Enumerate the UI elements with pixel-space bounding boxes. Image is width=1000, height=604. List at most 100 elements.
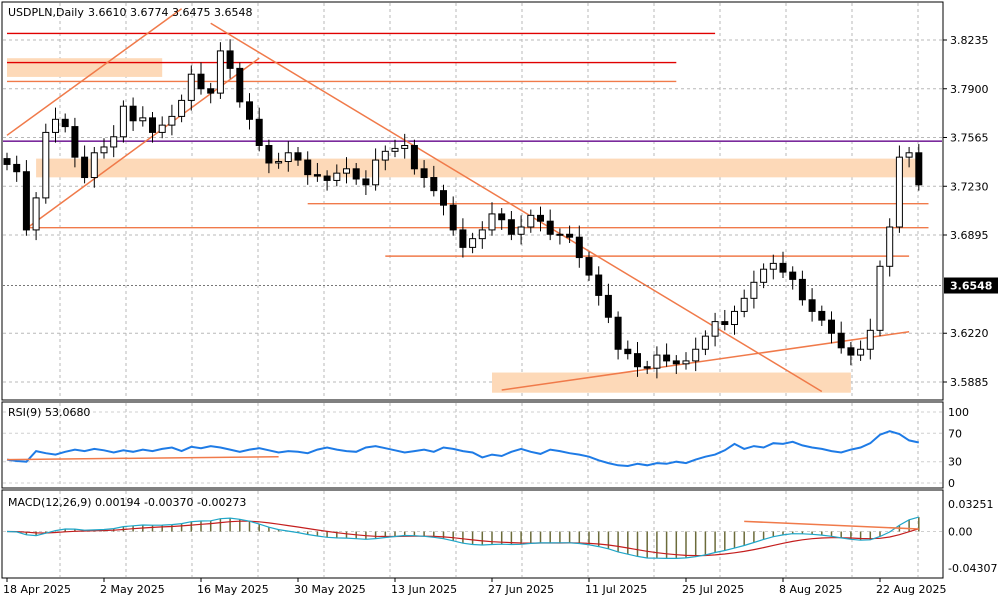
date-tick-label: 16 May 2025 xyxy=(197,583,269,596)
candle-down xyxy=(507,219,515,235)
candle-up xyxy=(711,321,719,337)
candle-up xyxy=(391,147,399,152)
candle-up xyxy=(187,73,195,101)
candle-up xyxy=(857,348,865,356)
price-zone xyxy=(7,58,163,77)
candle-down xyxy=(847,347,855,356)
candle-up xyxy=(178,99,186,117)
candle-up xyxy=(275,161,283,164)
candle-up xyxy=(52,118,59,133)
candle-up xyxy=(216,50,224,94)
candle-up xyxy=(119,105,127,138)
candle-up xyxy=(90,152,98,179)
candle-up xyxy=(100,146,108,154)
candle-up xyxy=(527,214,535,228)
price-zone xyxy=(36,158,919,178)
rsi-trendline xyxy=(6,455,279,461)
rsi-level-label: 70 xyxy=(948,427,962,440)
date-tick-label: 11 Jul 2025 xyxy=(585,583,647,596)
macd-trendline xyxy=(744,520,919,530)
candle-down xyxy=(410,145,418,170)
candle-down xyxy=(22,171,30,231)
date-tick-label: 30 May 2025 xyxy=(294,583,366,596)
candle-up xyxy=(284,152,292,163)
macd-level-label: 0.03251 xyxy=(948,498,994,511)
rsi-level-label: 30 xyxy=(948,456,962,469)
candle-up xyxy=(478,229,486,240)
symbol-label: USDPLN,Daily xyxy=(8,6,84,19)
candle-up xyxy=(517,226,525,235)
candle-down xyxy=(614,316,622,350)
candle-down xyxy=(197,73,205,90)
candle-down xyxy=(13,163,21,173)
candle-down xyxy=(575,236,583,259)
date-tick-label: 25 Jul 2025 xyxy=(682,583,744,596)
candle-up xyxy=(381,150,389,161)
candle-up xyxy=(750,281,758,299)
grid-lines xyxy=(3,3,942,577)
candle-up xyxy=(32,197,40,231)
candle-down xyxy=(808,299,816,312)
candle-down xyxy=(71,126,79,158)
candle-up xyxy=(692,348,700,362)
candle-down xyxy=(566,233,574,238)
rsi-series xyxy=(3,411,942,484)
candle-down xyxy=(779,262,787,273)
candle-down xyxy=(828,319,835,334)
candle-up xyxy=(731,310,738,326)
candle-down xyxy=(255,118,263,147)
date-tick-label: 18 Apr 2025 xyxy=(3,583,71,596)
candle-down xyxy=(149,117,156,133)
candle-down xyxy=(129,105,137,122)
candle-down xyxy=(226,50,234,69)
macd-level-label: 0.00 xyxy=(948,526,973,539)
candle-down xyxy=(546,220,554,235)
date-tick-label: 8 Aug 2025 xyxy=(779,583,842,596)
macd-level-label: -0.04307 xyxy=(948,562,997,575)
candle-up xyxy=(488,213,496,231)
trendlines xyxy=(3,8,942,393)
candle-up xyxy=(139,117,147,122)
candle-down xyxy=(721,321,729,326)
candle-down xyxy=(604,294,612,318)
candle-up xyxy=(895,156,903,228)
candle-down xyxy=(537,214,544,222)
candle-up xyxy=(343,168,350,174)
candle-down xyxy=(789,271,797,280)
price-tick-label: 3.5885 xyxy=(950,376,989,389)
ohlc-label: 3.6610 3.6774 3.6475 3.6548 xyxy=(88,6,252,19)
candle-down xyxy=(236,67,244,103)
candle-up xyxy=(876,265,884,331)
candle-up xyxy=(333,172,341,181)
candle-down xyxy=(265,145,273,164)
candle-down xyxy=(798,278,806,301)
candle-up xyxy=(168,115,176,126)
rsi-level-label: 100 xyxy=(948,406,969,419)
candle-down xyxy=(449,204,457,231)
current-price-label: 3.6548 xyxy=(950,280,992,293)
price-tick-label: 3.6220 xyxy=(950,327,989,340)
candle-up xyxy=(42,131,50,199)
candle-up xyxy=(886,226,894,267)
rsi-level-label: 0 xyxy=(948,477,955,490)
macd-label: MACD(12,26,9) 0.00194 -0.00370 -0.00273 xyxy=(8,496,246,509)
candle-down xyxy=(313,174,321,177)
candle-up xyxy=(158,124,166,133)
candle-down xyxy=(634,353,641,368)
candle-up xyxy=(769,262,777,270)
trendline xyxy=(210,22,823,393)
candle-up xyxy=(905,152,913,158)
candle-up xyxy=(740,297,748,312)
price-tick-label: 3.8235 xyxy=(950,34,989,47)
candle-down xyxy=(672,360,680,365)
candle-down xyxy=(585,257,593,276)
candle-down xyxy=(246,101,253,120)
candle-up xyxy=(469,238,477,248)
candle-down xyxy=(818,310,826,321)
candle-down xyxy=(304,159,312,176)
candle-down xyxy=(915,152,923,186)
candle-up xyxy=(760,268,768,283)
rsi-line xyxy=(6,430,920,468)
